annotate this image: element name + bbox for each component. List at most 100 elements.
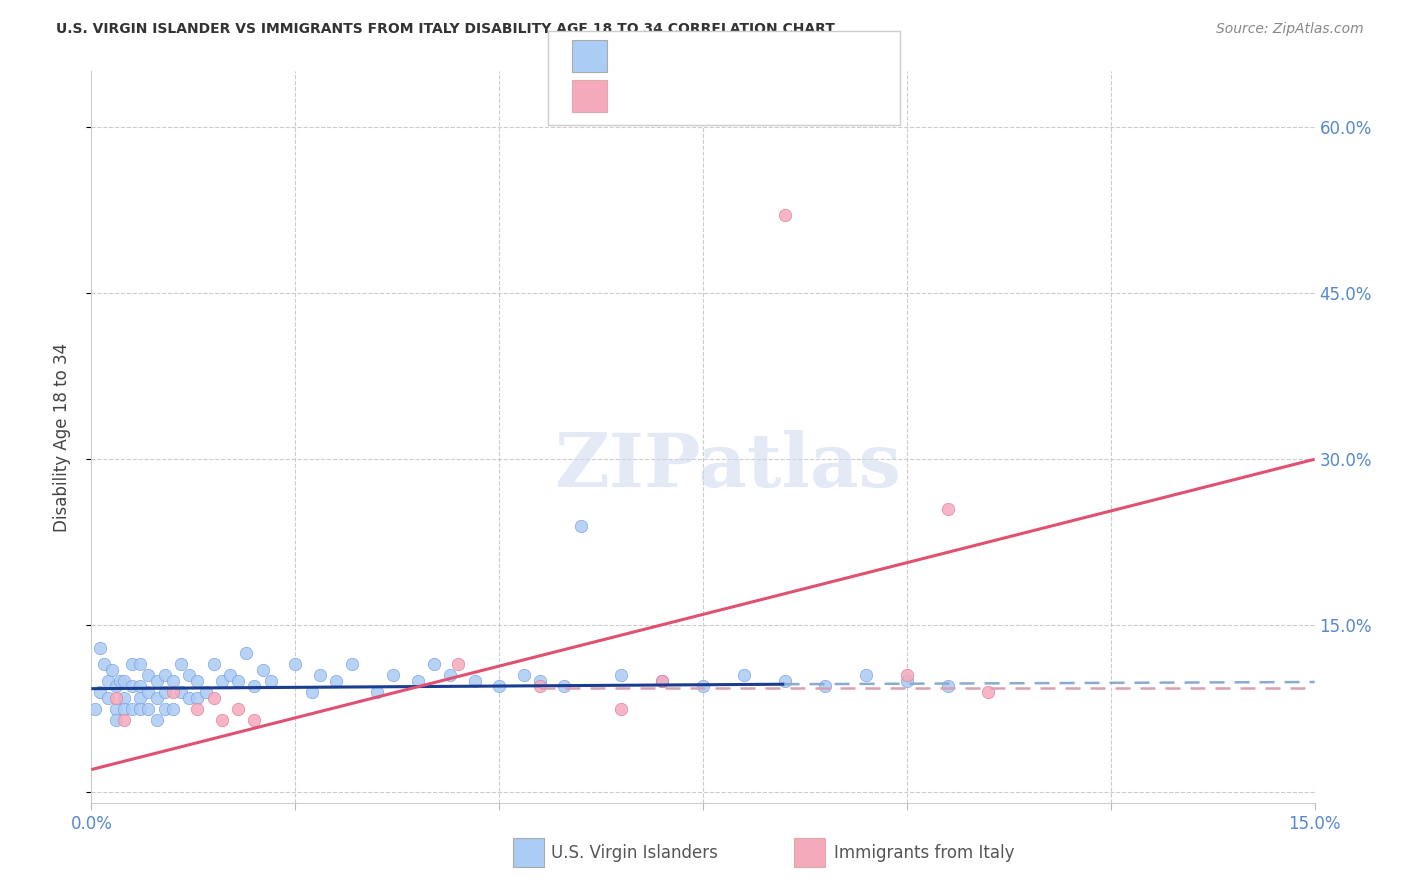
Point [651,673,673,688]
Point [153,685,176,699]
Point [145,673,167,688]
Point [179,690,201,705]
Point [235,646,257,660]
Text: U.S. VIRGIN ISLANDER VS IMMIGRANTS FROM ITALY DISABILITY AGE 18 TO 34 CORRELATIO: U.S. VIRGIN ISLANDER VS IMMIGRANTS FROM … [56,22,835,37]
Point [488,680,510,694]
Point [104,713,127,727]
Text: 0.010: 0.010 [664,51,720,69]
Point [382,668,405,682]
Point [104,680,127,694]
Point [447,657,470,672]
Text: 16: 16 [773,90,799,108]
Point [104,690,127,705]
Point [97,690,120,705]
Point [202,690,225,705]
Point [252,663,274,677]
Point [145,690,167,705]
Point [162,701,184,715]
Point [692,680,714,694]
Point [610,701,633,715]
Point [406,673,429,688]
Text: ZIPatlas: ZIPatlas [554,430,901,503]
Point [773,209,796,223]
Point [170,657,193,672]
Point [464,673,486,688]
Point [211,673,233,688]
Point [108,673,131,688]
Point [977,685,1000,699]
Point [439,668,461,682]
Point [342,657,364,672]
Point [219,668,242,682]
Point [121,657,143,672]
Point [308,668,330,682]
Point [284,657,307,672]
Point [138,685,160,699]
Point [89,685,111,699]
Point [936,502,959,516]
Text: N =: N = [734,90,773,108]
Point [936,680,959,694]
Point [129,690,152,705]
Point [162,673,184,688]
Point [610,668,633,682]
Point [129,680,152,694]
Point [89,640,111,655]
Point [129,657,152,672]
Text: Immigrants from Italy: Immigrants from Italy [834,844,1014,862]
Point [202,657,225,672]
Point [529,680,551,694]
Point [211,713,233,727]
Point [179,668,201,682]
Point [112,713,135,727]
Point [145,713,167,727]
Text: 0.620: 0.620 [664,90,720,108]
Point [512,668,534,682]
Point [226,701,249,715]
Text: 72: 72 [773,51,799,69]
Point [733,668,755,682]
Text: U.S. Virgin Islanders: U.S. Virgin Islanders [551,844,718,862]
Text: R =: R = [621,51,661,69]
Point [112,673,135,688]
Point [896,668,918,682]
Point [243,713,266,727]
Point [121,701,143,715]
Point [186,690,208,705]
Point [243,680,266,694]
Text: Source: ZipAtlas.com: Source: ZipAtlas.com [1216,22,1364,37]
Point [112,690,135,705]
Point [93,657,115,672]
Point [260,673,283,688]
Point [84,701,107,715]
Point [896,673,918,688]
Point [569,518,592,533]
Point [153,701,176,715]
Point [186,673,208,688]
Point [325,673,347,688]
Point [301,685,323,699]
Point [855,668,877,682]
Y-axis label: Disability Age 18 to 34: Disability Age 18 to 34 [52,343,70,532]
Point [651,673,673,688]
Point [104,701,127,715]
Point [138,701,160,715]
Point [366,685,388,699]
Point [529,673,551,688]
Point [773,673,796,688]
Point [138,668,160,682]
Point [97,673,120,688]
Point [226,673,249,688]
Point [553,680,575,694]
Point [162,685,184,699]
Point [186,701,208,715]
Point [129,701,152,715]
Point [423,657,446,672]
Point [814,680,837,694]
Text: N =: N = [734,51,773,69]
Text: R =: R = [621,90,661,108]
Point [112,701,135,715]
Point [153,668,176,682]
Point [101,663,124,677]
Point [121,680,143,694]
